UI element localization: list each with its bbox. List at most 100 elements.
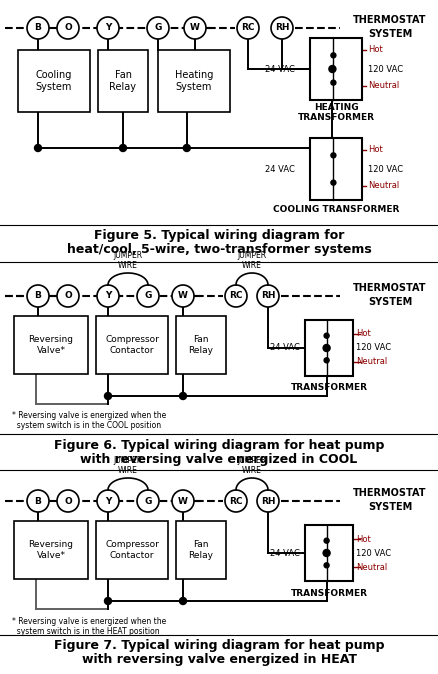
Circle shape bbox=[225, 285, 247, 307]
Text: 120 VAC: 120 VAC bbox=[356, 344, 391, 353]
Circle shape bbox=[137, 490, 159, 512]
Circle shape bbox=[27, 17, 49, 39]
Text: with reversing valve energized in HEAT: with reversing valve energized in HEAT bbox=[81, 654, 357, 667]
Circle shape bbox=[324, 333, 329, 338]
Text: Neutral: Neutral bbox=[368, 82, 399, 90]
Circle shape bbox=[324, 358, 329, 363]
Text: Compressor
Contactor: Compressor Contactor bbox=[105, 540, 159, 560]
Text: Fan
Relay: Fan Relay bbox=[110, 70, 137, 92]
Circle shape bbox=[172, 285, 194, 307]
Text: THERMOSTAT: THERMOSTAT bbox=[353, 283, 427, 293]
Text: * Reversing valve is energized when the: * Reversing valve is energized when the bbox=[12, 412, 166, 421]
Text: Hot: Hot bbox=[368, 46, 383, 55]
Circle shape bbox=[35, 144, 42, 152]
Text: W: W bbox=[178, 497, 188, 506]
Circle shape bbox=[105, 597, 112, 605]
Text: O: O bbox=[64, 24, 72, 32]
Text: Fan
Relay: Fan Relay bbox=[188, 540, 213, 560]
Circle shape bbox=[172, 490, 194, 512]
Circle shape bbox=[27, 285, 49, 307]
Circle shape bbox=[57, 490, 79, 512]
Circle shape bbox=[97, 17, 119, 39]
Circle shape bbox=[257, 285, 279, 307]
Text: SYSTEM: SYSTEM bbox=[368, 29, 412, 39]
Text: system switch is in the HEAT position: system switch is in the HEAT position bbox=[12, 627, 159, 636]
Circle shape bbox=[331, 180, 336, 185]
Text: Reversing
Valve*: Reversing Valve* bbox=[28, 540, 74, 560]
Text: W: W bbox=[178, 291, 188, 301]
Bar bbox=[14, 316, 88, 374]
Text: Figure 6. Typical wiring diagram for heat pump: Figure 6. Typical wiring diagram for hea… bbox=[54, 439, 384, 452]
Bar bbox=[158, 50, 230, 112]
Text: Neutral: Neutral bbox=[368, 181, 399, 191]
Text: Y: Y bbox=[105, 291, 111, 301]
Circle shape bbox=[180, 597, 187, 605]
Bar bbox=[18, 50, 90, 112]
Circle shape bbox=[27, 490, 49, 512]
Circle shape bbox=[180, 392, 187, 400]
Bar bbox=[96, 521, 168, 579]
Text: Figure 5. Typical wiring diagram for: Figure 5. Typical wiring diagram for bbox=[94, 230, 344, 243]
Text: 24 VAC: 24 VAC bbox=[270, 549, 300, 557]
Text: Neutral: Neutral bbox=[356, 563, 387, 572]
Bar bbox=[310, 38, 362, 100]
Circle shape bbox=[225, 490, 247, 512]
Text: 120 VAC: 120 VAC bbox=[368, 164, 403, 173]
Text: Reversing
Valve*: Reversing Valve* bbox=[28, 335, 74, 355]
Bar bbox=[305, 525, 353, 581]
Text: heat/cool, 5-wire, two-transformer systems: heat/cool, 5-wire, two-transformer syste… bbox=[67, 243, 371, 257]
Text: Y: Y bbox=[105, 24, 111, 32]
Text: Figure 7. Typical wiring diagram for heat pump: Figure 7. Typical wiring diagram for hea… bbox=[54, 640, 384, 652]
Text: O: O bbox=[64, 291, 72, 301]
Text: 24 VAC: 24 VAC bbox=[265, 65, 295, 73]
Text: Compressor
Contactor: Compressor Contactor bbox=[105, 335, 159, 355]
Bar bbox=[96, 316, 168, 374]
Text: RC: RC bbox=[229, 291, 243, 301]
Text: 120 VAC: 120 VAC bbox=[368, 65, 403, 73]
Text: THERMOSTAT: THERMOSTAT bbox=[353, 488, 427, 498]
Text: Hot: Hot bbox=[368, 146, 383, 154]
Circle shape bbox=[237, 17, 259, 39]
Text: with reversing valve energized in COOL: with reversing valve energized in COOL bbox=[81, 452, 357, 466]
Text: G: G bbox=[144, 497, 152, 506]
Circle shape bbox=[257, 490, 279, 512]
Text: RC: RC bbox=[229, 497, 243, 506]
Text: JUMPER
WIRE: JUMPER WIRE bbox=[237, 456, 267, 475]
Circle shape bbox=[324, 563, 329, 568]
Text: JUMPER
WIRE: JUMPER WIRE bbox=[113, 456, 142, 475]
Text: TRANSFORMER: TRANSFORMER bbox=[297, 113, 374, 121]
Text: system switch is in the COOL position: system switch is in the COOL position bbox=[12, 421, 161, 431]
Text: SYSTEM: SYSTEM bbox=[368, 502, 412, 512]
Text: SYSTEM: SYSTEM bbox=[368, 297, 412, 307]
Text: Heating
System: Heating System bbox=[175, 70, 213, 92]
Text: JUMPER
WIRE: JUMPER WIRE bbox=[237, 251, 267, 270]
Bar bbox=[176, 316, 226, 374]
Text: * Reversing valve is energized when the: * Reversing valve is energized when the bbox=[12, 617, 166, 625]
Bar bbox=[305, 320, 353, 376]
Circle shape bbox=[105, 392, 112, 400]
Text: RH: RH bbox=[261, 497, 275, 506]
Bar bbox=[310, 138, 362, 200]
Circle shape bbox=[323, 344, 330, 352]
Circle shape bbox=[183, 144, 190, 152]
Text: Y: Y bbox=[105, 497, 111, 506]
Text: Cooling
System: Cooling System bbox=[36, 70, 72, 92]
Text: G: G bbox=[144, 291, 152, 301]
Circle shape bbox=[329, 65, 336, 73]
Text: RH: RH bbox=[275, 24, 289, 32]
Text: Fan
Relay: Fan Relay bbox=[188, 335, 213, 355]
Text: B: B bbox=[35, 497, 42, 506]
Circle shape bbox=[147, 17, 169, 39]
Circle shape bbox=[97, 285, 119, 307]
Text: JUMPER
WIRE: JUMPER WIRE bbox=[113, 251, 142, 270]
Text: TRANSFORMER: TRANSFORMER bbox=[290, 384, 367, 392]
Text: COOLING TRANSFORMER: COOLING TRANSFORMER bbox=[273, 206, 399, 214]
Text: B: B bbox=[35, 291, 42, 301]
Circle shape bbox=[323, 549, 330, 557]
Text: Neutral: Neutral bbox=[356, 357, 387, 367]
Text: TRANSFORMER: TRANSFORMER bbox=[290, 588, 367, 597]
Circle shape bbox=[120, 144, 127, 152]
Circle shape bbox=[137, 285, 159, 307]
Bar bbox=[176, 521, 226, 579]
Text: B: B bbox=[35, 24, 42, 32]
